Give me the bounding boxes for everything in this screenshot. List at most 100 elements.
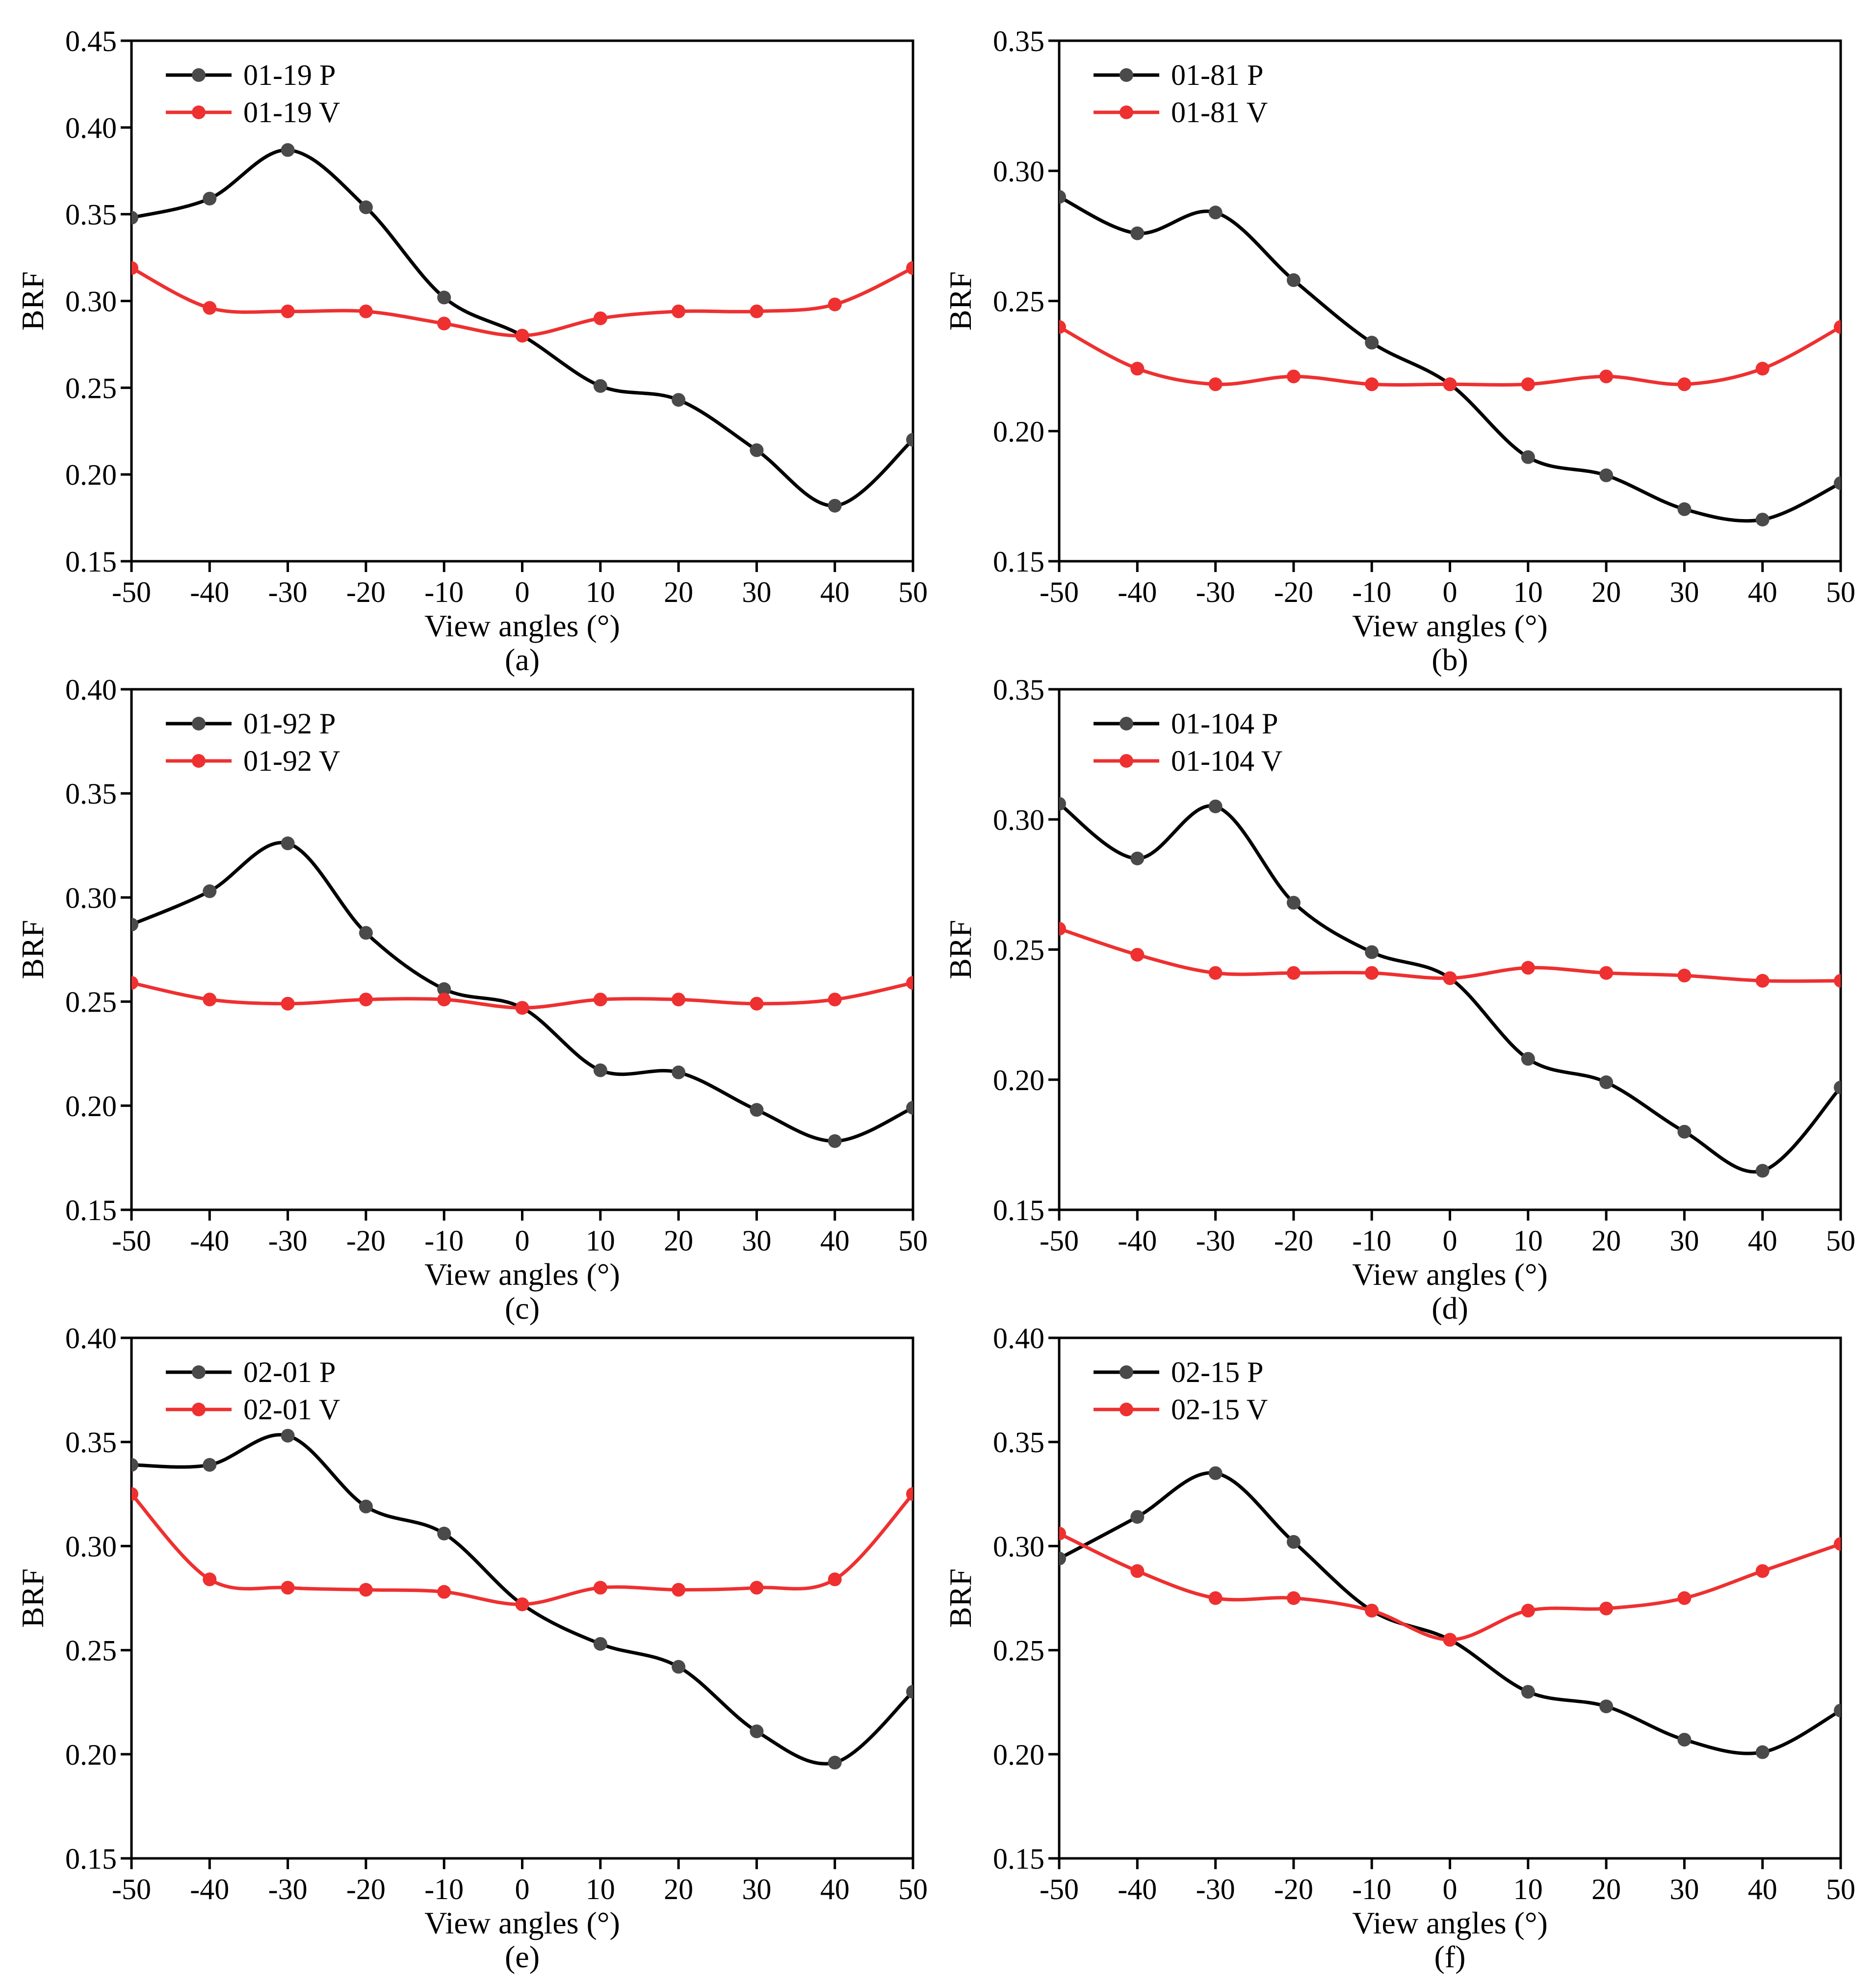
data-point (1059, 797, 1066, 811)
y-tick-label: 0.20 (65, 459, 117, 491)
x-tick-label: -20 (346, 576, 386, 608)
data-point (1834, 1080, 1841, 1095)
series-line (1059, 1532, 1841, 1642)
data-point (1834, 320, 1841, 334)
data-point (1599, 1699, 1614, 1714)
data-point (828, 1134, 842, 1148)
data-point (1677, 377, 1692, 391)
y-axis-label: BRF (943, 1568, 978, 1628)
data-point (750, 996, 764, 1011)
data-point (131, 976, 138, 990)
data-point (1059, 190, 1066, 204)
data-point (203, 884, 217, 898)
series-markers (1059, 1526, 1841, 1647)
series-line (131, 841, 913, 1143)
data-point (203, 992, 217, 1007)
x-tick-label: -10 (424, 576, 464, 608)
y-tick-label: 0.35 (993, 674, 1044, 706)
y-axis-label: BRF (15, 920, 50, 979)
data-point (828, 1572, 842, 1587)
data-point (1599, 369, 1614, 384)
data-point (359, 1583, 373, 1597)
data-point (203, 1572, 217, 1587)
data-point (131, 210, 138, 225)
x-tick-label: 0 (515, 576, 530, 608)
x-tick-label: -20 (1274, 576, 1313, 608)
x-tick-label: 20 (664, 576, 693, 608)
x-tick-label: -20 (346, 1225, 386, 1257)
x-tick-label: 30 (742, 576, 771, 608)
data-point (750, 1103, 764, 1117)
y-tick-label: 0.30 (65, 882, 117, 914)
legend-label: 02-01 V (243, 1393, 340, 1426)
data-point (1286, 1591, 1301, 1605)
data-point (1208, 1466, 1223, 1480)
data-point (131, 1487, 138, 1501)
x-tick-label: 50 (1826, 1225, 1855, 1257)
data-point (131, 917, 138, 932)
x-axis-label: View angles (°) (424, 1257, 620, 1292)
y-tick-label: 0.35 (993, 1426, 1044, 1459)
series-markers (131, 1487, 913, 1612)
x-tick-label: 20 (1591, 1873, 1621, 1905)
data-point (1443, 971, 1457, 985)
data-point (359, 304, 373, 318)
data-point (1677, 1591, 1692, 1605)
x-tick-label: 0 (1443, 576, 1458, 608)
data-point (359, 1499, 373, 1513)
legend-marker (192, 1365, 206, 1379)
data-point (1208, 799, 1223, 813)
data-point (906, 261, 913, 275)
data-point (437, 316, 451, 331)
data-point (1365, 966, 1379, 980)
x-tick-label: -30 (1196, 1225, 1235, 1257)
data-point (1365, 1603, 1379, 1617)
x-tick-label: -30 (268, 1873, 308, 1905)
series-line (131, 1492, 913, 1606)
data-point (672, 304, 686, 318)
data-point (593, 311, 607, 325)
x-axis-label: View angles (°) (1352, 1257, 1548, 1292)
data-point (1677, 1124, 1692, 1139)
data-point (281, 143, 295, 157)
data-point (281, 836, 295, 851)
panel-label: (f) (1434, 1939, 1466, 1974)
series-markers (131, 143, 913, 513)
data-point (906, 433, 913, 447)
x-tick-label: 40 (820, 576, 850, 608)
x-tick-label: -10 (1352, 1873, 1391, 1905)
y-axis-label: BRF (943, 271, 978, 331)
data-point (1755, 1164, 1770, 1178)
data-point (1599, 468, 1614, 482)
x-tick-label: -40 (190, 1225, 229, 1257)
x-tick-label: 50 (898, 1225, 928, 1257)
x-tick-label: -50 (112, 1225, 151, 1257)
data-point (1286, 966, 1301, 980)
data-point (750, 1724, 764, 1739)
data-point (1208, 1591, 1223, 1605)
x-tick-label: -30 (1196, 576, 1235, 608)
y-tick-label: 0.20 (993, 416, 1044, 448)
x-tick-label: -20 (346, 1873, 386, 1905)
x-tick-label: -20 (1274, 1225, 1313, 1257)
data-point (1521, 1052, 1535, 1066)
data-point (203, 1458, 217, 1472)
x-tick-label: 30 (742, 1873, 771, 1905)
data-point (437, 992, 451, 1007)
y-tick-label: 0.15 (65, 546, 117, 578)
series-line (1059, 195, 1841, 523)
series-markers (1059, 922, 1841, 988)
data-point (828, 992, 842, 1007)
y-tick-label: 0.20 (65, 1090, 117, 1122)
data-point (906, 976, 913, 990)
y-tick-label: 0.35 (65, 1426, 117, 1459)
x-tick-label: 40 (1748, 576, 1777, 608)
y-tick-label: 0.45 (65, 25, 117, 57)
data-point (1443, 1633, 1457, 1647)
data-point (1059, 922, 1066, 936)
x-tick-label: 10 (1513, 576, 1543, 608)
x-tick-label: 10 (586, 1873, 615, 1905)
legend-marker (192, 754, 206, 768)
y-tick-label: 0.35 (65, 778, 117, 810)
y-tick-label: 0.30 (993, 155, 1044, 187)
